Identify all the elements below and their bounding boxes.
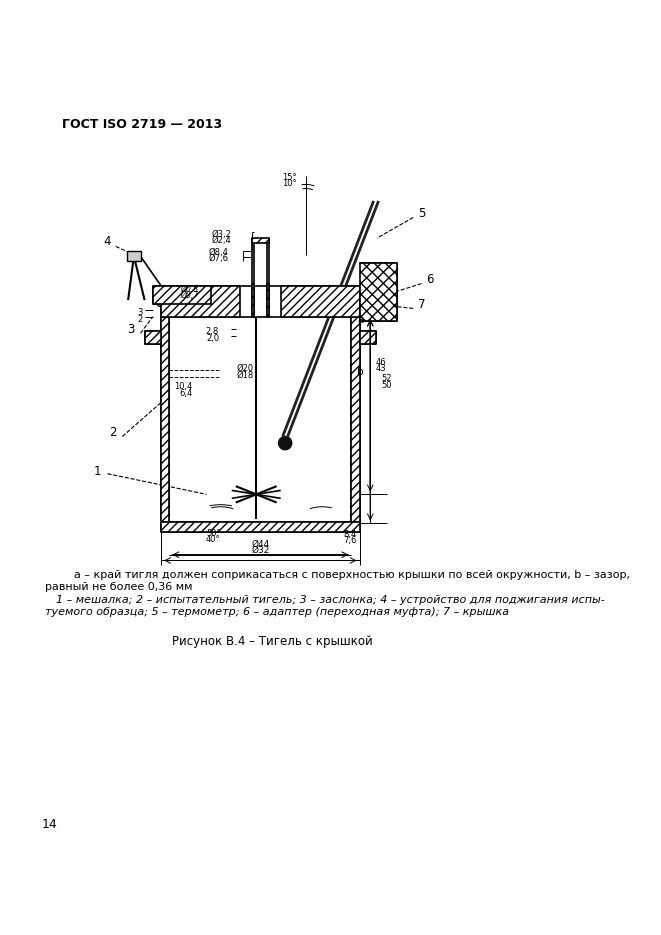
Text: Ø3,2: Ø3,2 xyxy=(212,229,231,238)
Text: 1 – мешалка; 2 – испытательный тигель; 3 – заслонка; 4 – устройство для поджиган: 1 – мешалка; 2 – испытательный тигель; 3… xyxy=(56,596,605,605)
Text: 2: 2 xyxy=(108,425,116,439)
Text: Ø2,4: Ø2,4 xyxy=(212,237,231,245)
Polygon shape xyxy=(351,317,360,522)
Text: Рисунок В.4 – Тигель с крышкой: Рисунок В.4 – Тигель с крышкой xyxy=(173,635,373,648)
Polygon shape xyxy=(161,317,169,522)
Polygon shape xyxy=(360,263,397,321)
Text: 8,4: 8,4 xyxy=(343,529,356,539)
Text: ГОСТ ISO 2719 — 2013: ГОСТ ISO 2719 — 2013 xyxy=(62,118,222,131)
Text: 52: 52 xyxy=(382,374,393,383)
Text: 2,8: 2,8 xyxy=(206,327,219,336)
Text: 2,0: 2,0 xyxy=(206,334,219,342)
Text: 40°: 40° xyxy=(206,536,221,544)
Polygon shape xyxy=(153,286,211,304)
Polygon shape xyxy=(145,331,161,344)
Text: 10°: 10° xyxy=(282,180,297,188)
Polygon shape xyxy=(252,238,268,243)
Text: 6,4: 6,4 xyxy=(179,389,192,398)
Text: 43: 43 xyxy=(376,365,387,373)
Bar xyxy=(128,252,141,261)
Text: a: a xyxy=(357,315,364,325)
Text: Ø32: Ø32 xyxy=(251,546,270,555)
Text: b: b xyxy=(357,367,364,377)
Text: 50°: 50° xyxy=(206,528,221,538)
Text: 3: 3 xyxy=(127,323,134,336)
Polygon shape xyxy=(252,284,254,317)
Text: 6: 6 xyxy=(426,273,434,286)
Polygon shape xyxy=(281,286,360,317)
Text: Ø44: Ø44 xyxy=(251,539,270,549)
Text: 4: 4 xyxy=(104,235,111,248)
Text: туемого образца; 5 – термометр; 6 – адаптер (переходная муфта); 7 – крышка: туемого образца; 5 – термометр; 6 – адап… xyxy=(46,607,510,617)
Text: Ø0,8: Ø0,8 xyxy=(180,285,198,294)
Polygon shape xyxy=(360,331,376,344)
Text: 1: 1 xyxy=(94,465,101,478)
Text: равный не более 0,36 мм: равный не более 0,36 мм xyxy=(46,582,193,592)
Text: 2: 2 xyxy=(137,315,143,324)
Text: a – край тигля должен соприкасаться с поверхностью крышки по всей окружности, b : a – край тигля должен соприкасаться с по… xyxy=(75,570,631,581)
Polygon shape xyxy=(161,286,240,317)
Text: 46: 46 xyxy=(376,357,387,367)
Text: 50: 50 xyxy=(382,381,393,390)
Text: Ø20: Ø20 xyxy=(237,365,254,373)
Circle shape xyxy=(278,437,292,450)
Text: 7: 7 xyxy=(418,297,425,310)
Text: 5: 5 xyxy=(418,207,425,220)
Text: 15°: 15° xyxy=(282,173,297,182)
Text: Ø7,6: Ø7,6 xyxy=(208,254,228,264)
Text: 14: 14 xyxy=(42,818,57,831)
Text: 10,4: 10,4 xyxy=(175,382,192,392)
Text: Ø18: Ø18 xyxy=(237,371,254,380)
Polygon shape xyxy=(161,522,360,532)
Text: Ø0,7: Ø0,7 xyxy=(180,292,198,300)
Text: 3: 3 xyxy=(137,308,143,317)
Polygon shape xyxy=(267,284,268,317)
Text: Ø8,4: Ø8,4 xyxy=(208,248,228,257)
Text: 7,6: 7,6 xyxy=(343,536,356,545)
